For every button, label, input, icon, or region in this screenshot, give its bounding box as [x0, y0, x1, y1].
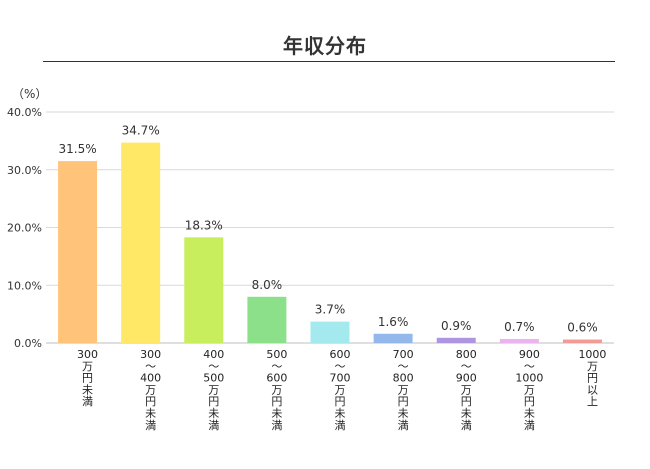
x-category-label: 万: [398, 383, 409, 396]
x-category-label: 600: [266, 372, 287, 385]
x-category-label: 円: [524, 395, 535, 408]
x-category-label: ～: [145, 360, 156, 373]
bar: [184, 237, 224, 343]
x-category-label: 1000: [578, 348, 606, 361]
x-category-label: 円: [398, 395, 409, 408]
x-category-label: 満: [145, 419, 156, 432]
x-category-label: 万: [82, 360, 93, 373]
x-category-label: ～: [524, 360, 535, 373]
x-category-label: 満: [335, 419, 346, 432]
x-category-label: 700: [330, 372, 351, 385]
data-label: 0.6%: [567, 321, 598, 335]
x-category-label: 満: [524, 419, 535, 432]
y-tick-label: 0.0%: [14, 337, 42, 350]
x-category-label: 万: [524, 383, 535, 396]
x-category-label: 万: [145, 383, 156, 396]
x-category-label: 400: [140, 372, 161, 385]
x-category-label: 未: [271, 407, 282, 420]
chart-title: 年収分布: [283, 34, 367, 58]
x-category-label: 500: [266, 348, 287, 361]
bar: [121, 142, 161, 343]
x-category-label: 未: [524, 407, 535, 420]
x-category-label: 上: [587, 395, 598, 408]
x-category-label: 万: [208, 383, 219, 396]
x-category-label: 円: [587, 372, 598, 385]
bar: [58, 161, 98, 343]
data-label: 8.0%: [252, 278, 283, 292]
bar: [373, 333, 413, 343]
x-category-label: 万: [271, 383, 282, 396]
x-category-label: 円: [271, 395, 282, 408]
x-category-label: ～: [398, 360, 409, 373]
data-label: 18.3%: [185, 218, 223, 232]
y-axis-unit-label: （%）: [12, 87, 47, 101]
x-category-label: 以: [587, 383, 598, 396]
y-tick-label: 40.0%: [7, 106, 42, 119]
x-category-label: 800: [393, 372, 414, 385]
x-category-label: 900: [456, 372, 477, 385]
x-category-label: 円: [145, 395, 156, 408]
x-category-label: 900: [519, 348, 540, 361]
data-label: 1.6%: [378, 315, 409, 329]
x-category-label: 未: [335, 407, 346, 420]
data-label: 0.7%: [504, 320, 535, 334]
bar: [247, 296, 287, 343]
y-tick-label: 30.0%: [7, 164, 42, 177]
x-category-label: 300: [77, 348, 98, 361]
x-category-label: 円: [82, 372, 93, 385]
x-category-label: 800: [456, 348, 477, 361]
x-category-label: 未: [398, 407, 409, 420]
bar: [310, 321, 350, 343]
x-category-label: 700: [393, 348, 414, 361]
x-category-label: 万: [461, 383, 472, 396]
x-category-label: 400: [203, 348, 224, 361]
x-category-label: ～: [208, 360, 219, 373]
title-underline: [43, 61, 615, 62]
x-category-label: 600: [330, 348, 351, 361]
bar: [436, 337, 476, 343]
x-category-label: 円: [208, 395, 219, 408]
x-category-label: ～: [271, 360, 282, 373]
bar: [499, 338, 539, 343]
bar: [562, 339, 602, 343]
x-category-label: 万: [587, 360, 598, 373]
data-label: 3.7%: [315, 303, 346, 317]
x-category-label: 未: [461, 407, 472, 420]
x-category-label: 500: [203, 372, 224, 385]
y-tick-label: 20.0%: [7, 222, 42, 235]
x-category-label: ～: [335, 360, 346, 373]
x-category-label: 満: [82, 395, 93, 408]
y-tick-label: 10.0%: [7, 279, 42, 292]
x-category-label: 未: [145, 407, 156, 420]
data-label: 31.5%: [58, 142, 96, 156]
data-label: 34.7%: [122, 124, 160, 138]
x-category-label: 満: [398, 419, 409, 432]
x-category-label: 円: [335, 395, 346, 408]
x-category-label: 円: [461, 395, 472, 408]
x-category-label: 未: [82, 383, 93, 396]
x-category-label: ～: [461, 360, 472, 373]
x-category-label: 1000: [515, 372, 543, 385]
data-label: 0.9%: [441, 319, 472, 333]
x-category-label: 300: [140, 348, 161, 361]
x-category-label: 満: [208, 419, 219, 432]
x-category-label: 未: [208, 407, 219, 420]
x-category-label: 満: [461, 419, 472, 432]
x-category-label: 満: [271, 419, 282, 432]
x-category-label: 万: [335, 383, 346, 396]
